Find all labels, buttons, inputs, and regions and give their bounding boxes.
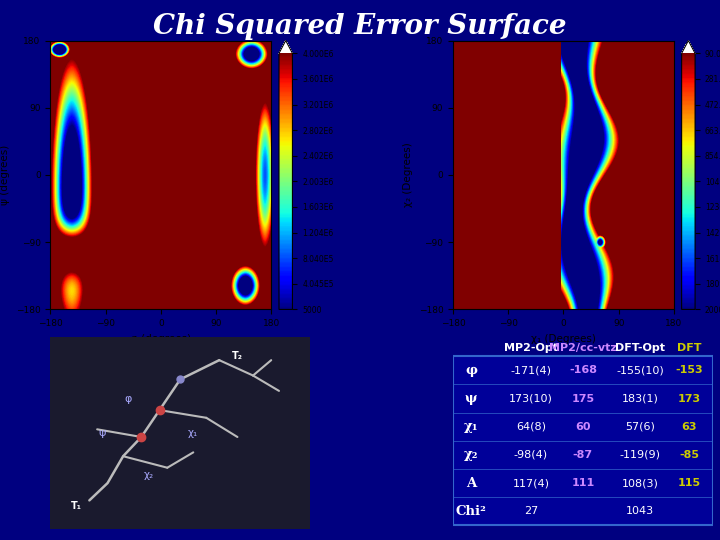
Y-axis label: ψ (degrees): ψ (degrees) <box>1 145 10 205</box>
Text: DFT-Opt: DFT-Opt <box>615 343 665 353</box>
Text: -119(9): -119(9) <box>620 450 660 460</box>
Y-axis label: χ₂ (Degrees): χ₂ (Degrees) <box>403 143 413 207</box>
Text: 183(1): 183(1) <box>621 394 659 403</box>
Text: χ₁: χ₁ <box>188 428 199 438</box>
Text: 173: 173 <box>678 394 701 403</box>
Text: MP2-Opt: MP2-Opt <box>504 343 558 353</box>
Text: φ: φ <box>465 364 477 377</box>
Text: A: A <box>466 477 477 490</box>
Text: χ₂: χ₂ <box>144 470 154 481</box>
Text: 27: 27 <box>524 507 538 516</box>
Text: 108(3): 108(3) <box>621 478 659 488</box>
Text: -85: -85 <box>680 450 699 460</box>
Text: -98(4): -98(4) <box>514 450 548 460</box>
FancyBboxPatch shape <box>50 337 310 529</box>
Text: φ: φ <box>125 394 132 403</box>
Text: -87: -87 <box>573 450 593 460</box>
Text: 1043: 1043 <box>626 507 654 516</box>
Text: 60: 60 <box>575 422 590 432</box>
Text: 115: 115 <box>678 478 701 488</box>
Text: 63: 63 <box>682 422 697 432</box>
Text: Chi²: Chi² <box>456 505 487 518</box>
Text: χ₂: χ₂ <box>464 448 479 461</box>
Text: ψ: ψ <box>465 392 477 405</box>
PathPatch shape <box>682 40 695 53</box>
Text: 117(4): 117(4) <box>513 478 549 488</box>
Text: -168: -168 <box>569 366 597 375</box>
Text: 173(10): 173(10) <box>509 394 553 403</box>
Text: MP2/cc-vtz: MP2/cc-vtz <box>549 343 617 353</box>
Text: -153: -153 <box>675 366 703 375</box>
Text: 175: 175 <box>572 394 595 403</box>
Text: Chi Squared Error Surface: Chi Squared Error Surface <box>153 14 567 40</box>
X-axis label: φ (degrees): φ (degrees) <box>131 334 191 344</box>
Text: 111: 111 <box>571 478 595 488</box>
X-axis label: χ₁ (Degrees): χ₁ (Degrees) <box>531 334 596 344</box>
Text: T₂: T₂ <box>232 352 243 361</box>
FancyBboxPatch shape <box>453 356 713 525</box>
Text: 57(6): 57(6) <box>625 422 655 432</box>
Text: ψ: ψ <box>99 428 106 438</box>
PathPatch shape <box>279 40 292 53</box>
Text: -155(10): -155(10) <box>616 366 664 375</box>
Text: -171(4): -171(4) <box>510 366 552 375</box>
Text: T₁: T₁ <box>71 501 82 511</box>
Text: 64(8): 64(8) <box>516 422 546 432</box>
Text: DFT: DFT <box>678 343 702 353</box>
Text: χ₁: χ₁ <box>464 420 479 433</box>
